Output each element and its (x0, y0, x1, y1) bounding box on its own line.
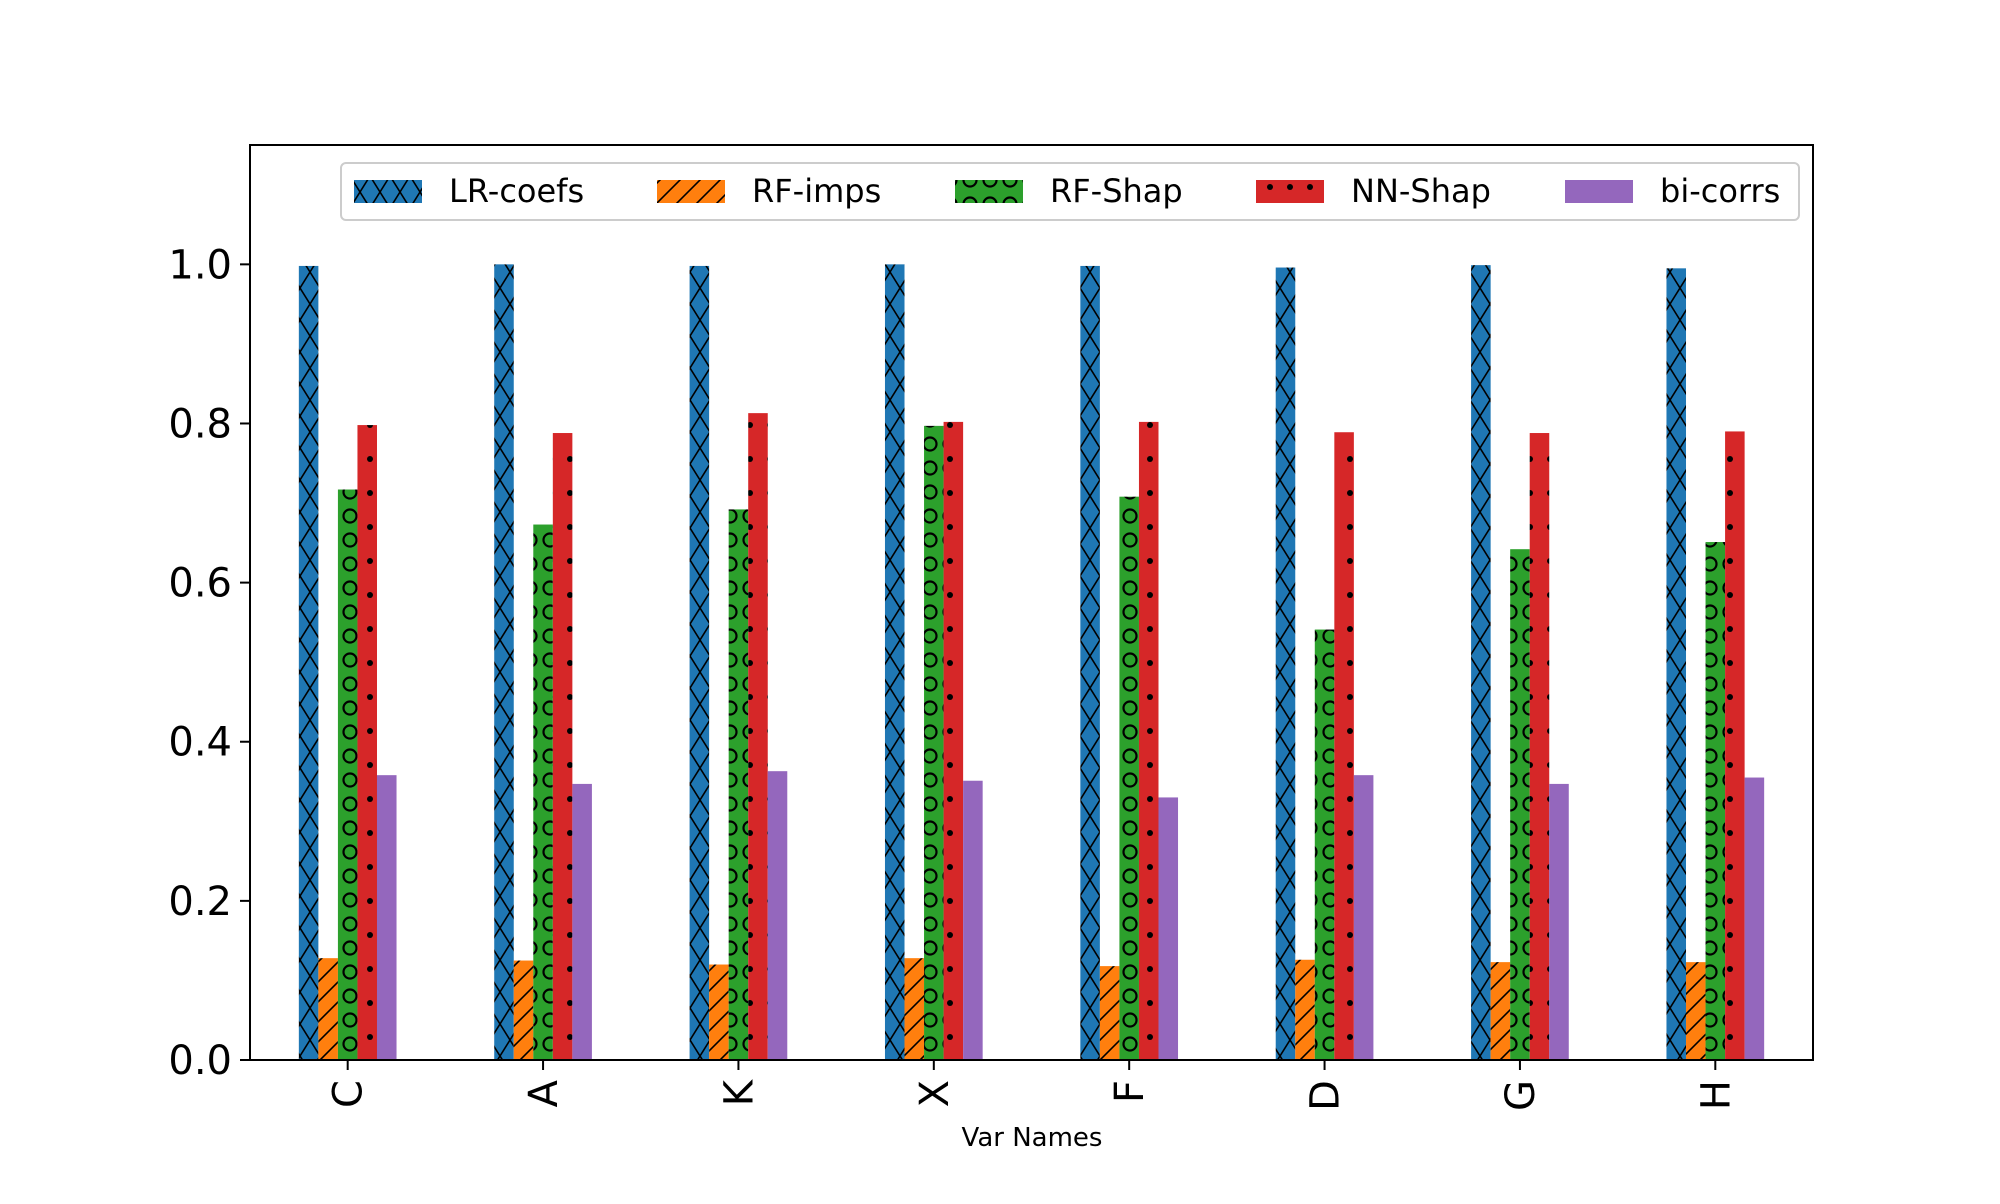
y-tick-label: 0.0 (168, 1038, 232, 1084)
x-tick-label: X (912, 1080, 958, 1107)
y-tick-label: 0.2 (168, 879, 232, 925)
x-tick-label: D (1303, 1080, 1349, 1111)
bar-bi-corrs-X (963, 780, 983, 1060)
bar-NN-Shap-K (748, 413, 768, 1060)
y-tick-label: 0.8 (168, 401, 232, 447)
x-axis-label: Var Names (962, 1123, 1103, 1153)
x-tick-label: C (326, 1080, 372, 1108)
bar-RF-imps-A (513, 960, 534, 1060)
bar-LR-coefs-C (298, 265, 319, 1060)
legend-label: RF-Shap (1050, 172, 1183, 210)
bar-bi-corrs-C (376, 775, 397, 1060)
bar-NN-Shap-D (1334, 432, 1354, 1061)
bar-NN-Shap-X (943, 421, 964, 1060)
bar-LR-coefs-A (494, 264, 514, 1061)
legend-box (340, 162, 1800, 221)
x-tick-label: A (521, 1079, 567, 1107)
bar-bi-corrs-H (1744, 777, 1765, 1060)
bar-RF-Shap-D (1314, 629, 1335, 1060)
legend-swatch (354, 180, 422, 203)
bars-layer (298, 264, 1765, 1061)
legend-label: NN-Shap (1351, 172, 1491, 210)
bar-LR-coefs-F (1080, 265, 1100, 1060)
y-tick-label: 0.6 (168, 561, 232, 607)
bar-RF-Shap-A (533, 524, 553, 1060)
bar-RF-imps-X (904, 958, 925, 1060)
bar-RF-imps-H (1686, 962, 1706, 1060)
bar-RF-Shap-C (337, 489, 358, 1060)
bar-LR-coefs-K (689, 265, 710, 1060)
bar-LR-coefs-G (1471, 265, 1491, 1060)
legend-swatch (657, 180, 725, 203)
bar-bi-corrs-G (1549, 783, 1569, 1060)
legend-swatch (1256, 180, 1324, 203)
y-tick-label: 1.0 (168, 242, 232, 288)
bar-RF-Shap-G (1510, 549, 1530, 1060)
bar-bi-corrs-K (767, 771, 788, 1060)
bar-LR-coefs-X (884, 264, 905, 1061)
bar-RF-imps-K (709, 964, 729, 1060)
bar-RF-imps-D (1295, 959, 1315, 1060)
legend-label: LR-coefs (449, 172, 584, 210)
bar-NN-Shap-G (1529, 433, 1550, 1060)
x-tick-label: K (716, 1078, 762, 1106)
bar-RF-imps-C (318, 958, 338, 1060)
bar-RF-Shap-F (1119, 496, 1139, 1060)
bar-RF-Shap-X (924, 425, 944, 1060)
bar-RF-imps-G (1490, 962, 1511, 1060)
legend-label: bi-corrs (1660, 172, 1780, 210)
x-tick-label: F (1107, 1080, 1153, 1103)
bar-NN-Shap-F (1138, 421, 1159, 1060)
legend-swatch (955, 180, 1023, 203)
bar-RF-Shap-K (728, 509, 749, 1060)
bar-bi-corrs-A (572, 783, 592, 1060)
bar-bi-corrs-F (1158, 797, 1179, 1060)
bar-bi-corrs-D (1353, 775, 1374, 1060)
y-axis: 0.0 0.2 0.4 0.6 0.8 1.0 (168, 242, 250, 1084)
bar-LR-coefs-D (1275, 267, 1296, 1060)
legend: LR-coefs RF-imps RF-Shap NN-Shap bi-corrs (340, 162, 1800, 221)
y-tick-label: 0.4 (168, 720, 232, 766)
x-tick-label: H (1693, 1080, 1739, 1110)
bar-RF-imps-F (1099, 966, 1120, 1060)
bar-RF-Shap-H (1705, 542, 1726, 1060)
axes-frame (249, 144, 1814, 1061)
bar-NN-Shap-H (1725, 431, 1745, 1060)
legend-label: RF-imps (752, 172, 881, 210)
bar-NN-Shap-A (552, 433, 573, 1060)
bar-LR-coefs-H (1666, 268, 1687, 1061)
x-tick-label: G (1498, 1080, 1544, 1111)
bar-NN-Shap-C (357, 425, 377, 1060)
legend-swatch (1565, 180, 1633, 203)
